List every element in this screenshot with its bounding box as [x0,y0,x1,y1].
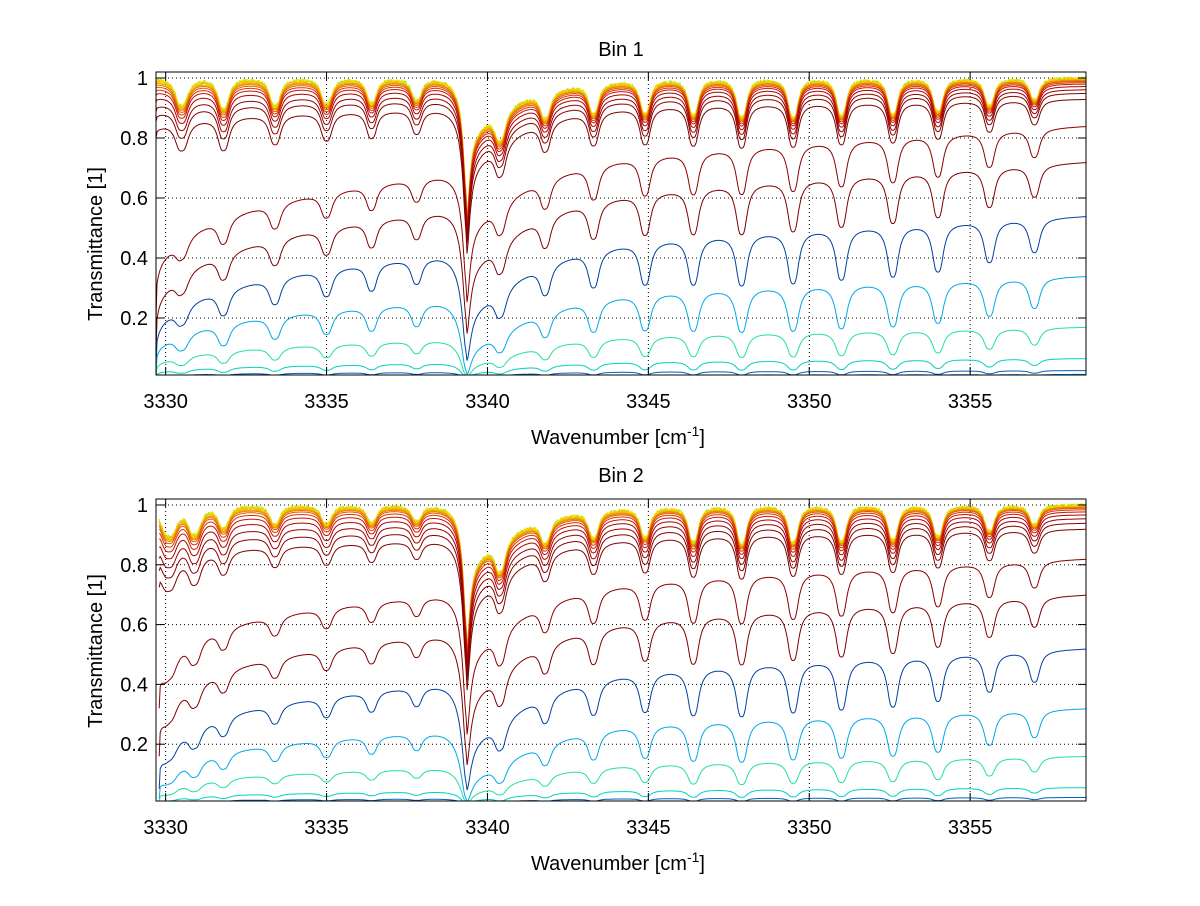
series-group [156,75,1086,375]
y-tick-label: 0.8 [120,555,148,577]
x-tick-label: 3340 [465,391,510,413]
x-axis-label-text: Wavenumber [cm [531,427,687,449]
series-line [156,162,1086,354]
x-tick-label: 3335 [304,817,349,839]
series-line [167,370,1086,375]
series-line [158,528,1086,691]
y-tick-label: 0.2 [120,734,148,756]
axes-frame [155,71,1087,376]
series-line [156,126,1086,319]
x-tick-label: 3340 [465,817,510,839]
series-group [158,502,1086,801]
grid [156,72,1086,375]
series-line [156,86,1086,232]
x-tick-label: 3330 [143,817,188,839]
series-line [156,89,1086,238]
x-axis-label: Wavenumber [cm-1] [531,423,705,449]
x-tick-label: 3345 [626,391,671,413]
series-line [158,756,1086,801]
series-line [156,216,1086,370]
series-line [158,514,1086,666]
series-line [202,797,1086,801]
x-tick-label: 3355 [948,817,993,839]
series-line [158,509,1086,657]
ticks: 3330 3335 3340 3345 3350 3355 0.2 0.4 0.6 0.8 1 [120,68,1086,413]
series-line [156,358,1086,375]
subplot-bin-1: Bin 1 Transmittance [1] Wavenumber [cm-1… [85,39,1087,449]
x-axis-label-superscript: -1 [687,423,700,439]
y-tick-label: 0.8 [120,128,148,150]
x-tick-label: 3355 [948,391,993,413]
x-tick-label: 3350 [787,391,832,413]
x-tick-label: 3330 [143,391,188,413]
series-line [156,83,1086,227]
y-tick-label: 0.4 [120,674,148,696]
y-tick-label: 0.6 [120,188,148,210]
axes-frame [155,498,1087,802]
x-axis-label-end: ] [699,853,705,875]
series-line [158,594,1086,765]
series-line [158,506,1086,651]
series-line [158,518,1086,673]
series-line [158,507,1086,654]
series-line [156,76,1086,218]
series-line [156,276,1086,375]
chart-title: Bin 1 [598,39,644,61]
y-tick-label: 1 [137,495,148,517]
series-line [160,787,1086,801]
series-line [156,92,1086,244]
x-axis-label-end: ] [699,427,705,449]
x-tick-label: 3335 [304,391,349,413]
x-tick-label: 3345 [626,817,671,839]
series-line [156,82,1086,224]
subplot-bin-2: Bin 2 Transmittance [1] Wavenumber [cm-1… [85,465,1087,875]
series-line [158,558,1086,735]
series-line [158,522,1086,681]
y-tick-label: 0.4 [120,248,148,270]
y-tick-label: 1 [137,68,148,90]
grid [156,499,1086,801]
ticks: 3330 3335 3340 3345 3350 3355 0.2 0.4 0.6 0.8 1 [120,495,1086,839]
y-tick-label: 0.6 [120,615,148,637]
y-axis-label: Transmittance [1] [85,574,107,728]
y-tick-label: 0.2 [120,308,148,330]
chart-title: Bin 2 [598,465,644,487]
series-line [158,648,1086,791]
x-tick-label: 3350 [787,817,832,839]
y-axis-label: Transmittance [1] [85,167,107,321]
series-line [156,98,1086,254]
x-axis-label-superscript: -1 [687,849,700,865]
series-line [158,708,1086,801]
series-line [159,511,1086,661]
x-axis-label-text: Wavenumber [cm [531,853,687,875]
series-line [156,80,1086,222]
series-line [156,326,1086,375]
x-axis-label: Wavenumber [cm-1] [531,849,705,875]
